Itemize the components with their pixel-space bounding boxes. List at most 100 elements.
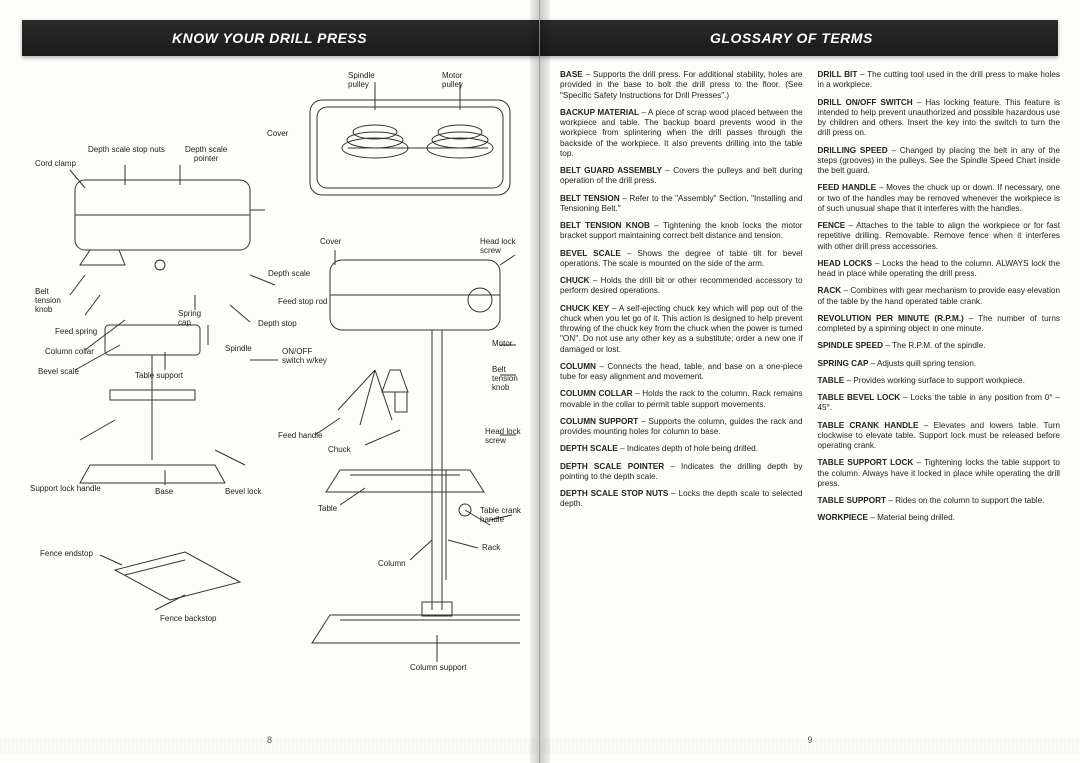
label-depth-scale: Depth scale — [268, 270, 310, 279]
glossary-term: BASE — [560, 70, 586, 79]
glossary-term: BACKUP MATERIAL — [560, 108, 641, 117]
label-feed-spring: Feed spring — [55, 328, 97, 337]
label-onoff-switch: ON/OFFswitch w/key — [282, 348, 327, 366]
glossary-entry: COLUMN COLLAR – Holds the rack to the co… — [560, 389, 803, 410]
glossary-entry: FEED HANDLE – Moves the chuck up or down… — [818, 183, 1061, 214]
glossary-entry: TABLE SUPPORT – Rides on the column to s… — [818, 496, 1061, 506]
glossary-entry: DEPTH SCALE – Indicates depth of hole be… — [560, 444, 803, 454]
glossary-term: DRILL BIT — [818, 70, 861, 79]
label-column: Column — [378, 560, 406, 569]
page-spread: KNOW YOUR DRILL PRESS — [0, 0, 1080, 763]
label-fence-backstop: Fence backstop — [160, 615, 216, 624]
glossary-term: BELT TENSION KNOB — [560, 221, 654, 230]
glossary-term: REVOLUTION PER MINUTE (R.P.M.) — [818, 314, 969, 323]
glossary-term: TABLE SUPPORT LOCK — [818, 458, 917, 467]
glossary-term: WORKPIECE — [818, 513, 871, 522]
glossary-entry: CHUCK – Holds the drill bit or other rec… — [560, 276, 803, 297]
glossary-term: COLUMN — [560, 362, 599, 371]
glossary-entry: DEPTH SCALE POINTER – Indicates the dril… — [560, 462, 803, 483]
glossary-entry: DRILLING SPEED – Changed by placing the … — [818, 146, 1061, 177]
glossary-entry: FENCE – Attaches to the table to align t… — [818, 221, 1061, 252]
right-page: GLOSSARY OF TERMS BASE – Supports the dr… — [540, 0, 1080, 763]
glossary-entry: WORKPIECE – Material being drilled. — [818, 513, 1061, 523]
glossary-entry: DRILL BIT – The cutting tool used in the… — [818, 70, 1061, 91]
glossary-term: TABLE CRANK HANDLE — [818, 421, 924, 430]
glossary-term: CHUCK — [560, 276, 593, 285]
glossary-entry: BELT TENSION – Refer to the "Assembly" S… — [560, 194, 803, 215]
glossary-entry: COLUMN SUPPORT – Supports the column, gu… — [560, 417, 803, 438]
label-base: Base — [155, 488, 173, 497]
label-depth-stop: Depth stop — [258, 320, 297, 329]
label-depth-scale-stop-nuts: Depth scale stop nuts — [88, 146, 165, 155]
label-depth-scale-pointer: Depth scalepointer — [185, 146, 227, 164]
glossary-term: TABLE — [818, 376, 847, 385]
label-table: Table — [318, 505, 337, 514]
label-column-collar: Column collar — [45, 348, 94, 357]
glossary-term: SPINDLE SPEED — [818, 341, 886, 350]
glossary-term: BEVEL SCALE — [560, 249, 627, 258]
label-spindle: Spindle — [225, 345, 252, 354]
glossary-term: RACK — [818, 286, 844, 295]
left-page: KNOW YOUR DRILL PRESS — [0, 0, 540, 763]
glossary-term: TABLE SUPPORT — [818, 496, 889, 505]
glossary-term: HEAD LOCKS — [818, 259, 875, 268]
drill-press-diagram — [30, 70, 520, 690]
glossary-definition: – Material being drilled. — [870, 513, 955, 522]
label-table-crank-handle: Table crankhandle — [480, 507, 521, 525]
label-chuck: Chuck — [328, 446, 351, 455]
glossary-columns: BASE – Supports the drill press. For add… — [560, 70, 1060, 723]
glossary-term: TABLE BEVEL LOCK — [818, 393, 903, 402]
label-fence-endstop: Fence endstop — [40, 550, 93, 559]
glossary-definition: – Combines with gear mechanism to provid… — [818, 286, 1061, 305]
label-feed-stop-rod: Feed stop rod — [278, 298, 327, 307]
glossary-term: DRILL ON/OFF SWITCH — [818, 98, 917, 107]
glossary-entry: TABLE BEVEL LOCK – Locks the table in an… — [818, 393, 1061, 414]
glossary-definition: – Rides on the column to support the tab… — [888, 496, 1044, 505]
glossary-term: BELT TENSION — [560, 194, 622, 203]
glossary-definition: – Attaches to the table to align the wor… — [818, 221, 1061, 251]
glossary-term: SPRING CAP — [818, 359, 871, 368]
left-page-number: 8 — [267, 735, 272, 745]
label-column-support: Column support — [410, 664, 466, 673]
glossary-entry: REVOLUTION PER MINUTE (R.P.M.) – The num… — [818, 314, 1061, 335]
glossary-term: CHUCK KEY — [560, 304, 612, 313]
right-header-bar: GLOSSARY OF TERMS — [540, 20, 1058, 56]
label-motor: Motor — [492, 340, 512, 349]
left-header-bar: KNOW YOUR DRILL PRESS — [22, 20, 539, 56]
glossary-term: COLUMN SUPPORT — [560, 417, 641, 426]
glossary-term: COLUMN COLLAR — [560, 389, 635, 398]
label-head-lock-screw-bot: Head lockscrew — [485, 428, 521, 446]
glossary-definition: – Holds the drill bit or other recommend… — [560, 276, 803, 295]
glossary-entry: BACKUP MATERIAL – A piece of scrap wood … — [560, 108, 803, 159]
glossary-term: BELT GUARD ASSEMBLY — [560, 166, 665, 175]
label-motor-pulley: Motorpulley — [442, 72, 463, 90]
glossary-term: DEPTH SCALE POINTER — [560, 462, 670, 471]
glossary-definition: – Supports the drill press. For addition… — [560, 70, 803, 100]
label-table-support-l: Table support — [135, 372, 183, 381]
glossary-definition: – The R.P.M. of the spindle. — [885, 341, 985, 350]
left-header-title: KNOW YOUR DRILL PRESS — [22, 30, 367, 46]
label-cord-clamp: Cord clamp — [35, 160, 76, 169]
right-header-title: GLOSSARY OF TERMS — [540, 30, 873, 46]
glossary-definition: – Adjusts quill spring tension. — [871, 359, 977, 368]
glossary-entry: BELT GUARD ASSEMBLY – Covers the pulleys… — [560, 166, 803, 187]
glossary-definition: – Provides working surface to support wo… — [846, 376, 1024, 385]
label-cover-r: Cover — [320, 238, 341, 247]
glossary-term: DEPTH SCALE STOP NUTS — [560, 489, 671, 498]
right-page-number: 9 — [807, 735, 812, 745]
glossary-term: FEED HANDLE — [818, 183, 879, 192]
glossary-entry: SPRING CAP – Adjusts quill spring tensio… — [818, 359, 1061, 369]
glossary-definition: – Indicates depth of hole being drilled. — [620, 444, 758, 453]
glossary-entry: TABLE – Provides working surface to supp… — [818, 376, 1061, 386]
glossary-entry: SPINDLE SPEED – The R.P.M. of the spindl… — [818, 341, 1061, 351]
label-feed-handle: Feed handle — [278, 432, 322, 441]
glossary-entry: TABLE CRANK HANDLE – Elevates and lowers… — [818, 421, 1061, 452]
label-bevel-lock: Bevel lock — [225, 488, 261, 497]
glossary-term: DRILLING SPEED — [818, 146, 892, 155]
glossary-entry: DRILL ON/OFF SWITCH – Has locking featur… — [818, 98, 1061, 139]
glossary-entry: COLUMN – Connects the head, table, and b… — [560, 362, 803, 383]
diagram-area: Spindlepulley Motorpulley Cover Depth sc… — [30, 70, 520, 690]
label-support-lock-handle: Support lock handle — [30, 485, 101, 494]
glossary-entry: CHUCK KEY – A self-ejecting chuck key wh… — [560, 304, 803, 355]
label-rack: Rack — [482, 544, 500, 553]
